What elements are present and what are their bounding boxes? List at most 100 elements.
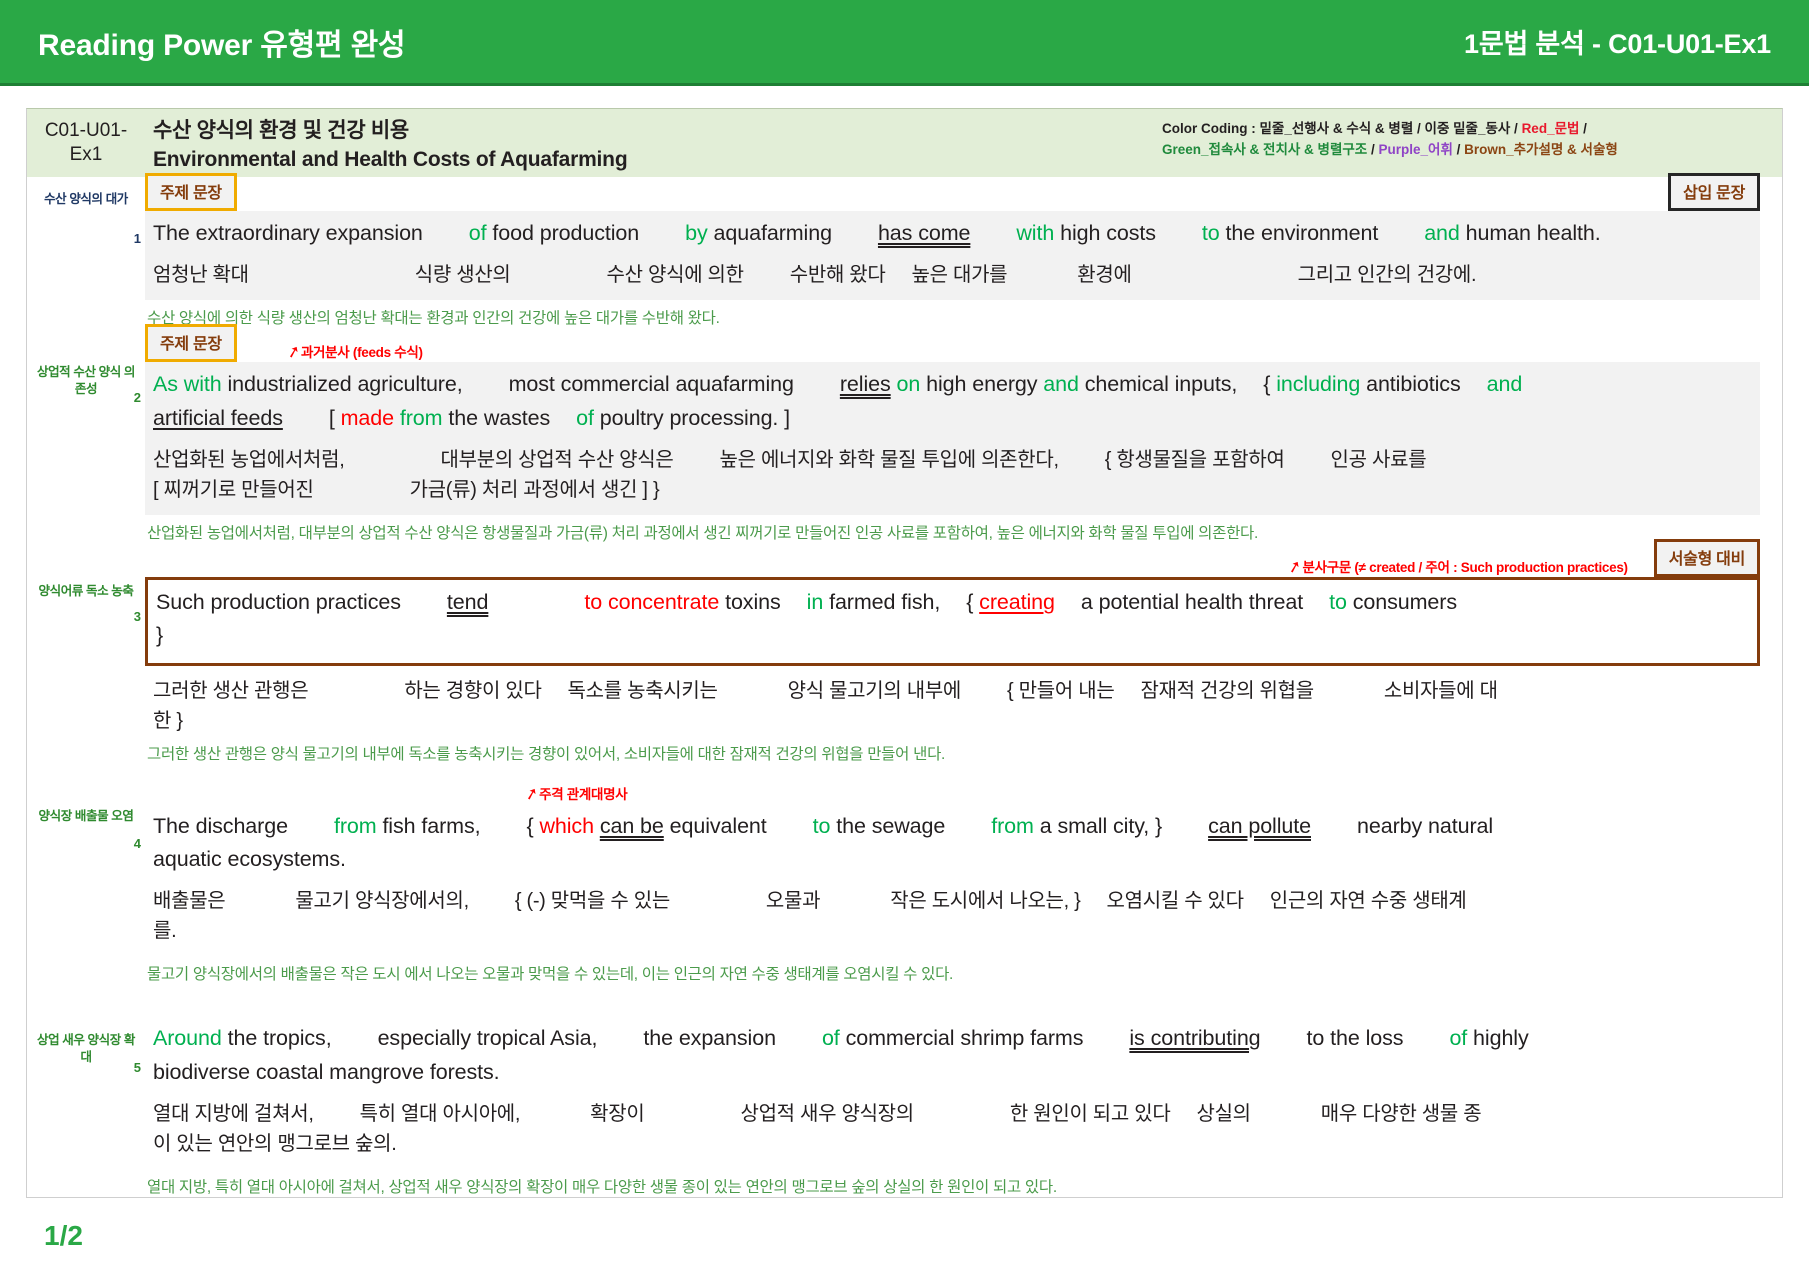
sidebar-item-label-2: 상업적 수산 양식 의존성	[36, 365, 136, 397]
s1-kor-7: 그리고 인간의 건강에.	[1297, 264, 1477, 287]
s2-conj-and-2: and	[1486, 372, 1523, 397]
sentence-number-2: 2	[133, 390, 141, 406]
sentence-2-tag-row: 주제 문장 ➚과거분사 (feeds 수식)	[145, 324, 1760, 363]
s4-kor-line2: 를.	[153, 920, 177, 943]
s3-kor-line1: 그러한 생산 관행은 하는 경향이 있다 독소를 농축시키는 양식 물고기의 내부에{…	[153, 679, 1498, 702]
sentence-4-content: ➚주격 관계대명사 The discharge from fish farms, {…	[145, 764, 1782, 985]
annotation-arrow-icon: ➚	[284, 342, 303, 363]
sentence-1-summary: 수산 양식에 의한 식량 생산의 엄청난 확대는 환경과 인간의 건강에 높은 …	[147, 310, 720, 328]
s5-kor-line2: 이 있는 연안의 맹그로브 숲의.	[153, 1132, 397, 1155]
sentence-number-3: 3	[133, 608, 141, 624]
s4-kor-line1: 배출물은 물고기 양식장에서의,{ (-) 맞먹을 수 있는 오물과 작은 도시에서 …	[153, 890, 1467, 913]
s1-prep-by: by	[685, 221, 708, 245]
legend-green: Green_접속사 & 전치사 & 병렬구조	[1162, 141, 1368, 157]
exercise-code-line1: C01-U01-	[44, 120, 128, 142]
sentence-3-sidebar: 양식어류 독소 농축 3	[27, 543, 145, 764]
sentence-row-2: 상업적 수산 양식 의존성 2 주제 문장 ➚과거분사 (feeds 수식) A…	[27, 324, 1782, 543]
s4-seg-7: aquatic ecosystems.	[153, 846, 346, 871]
s2-conj-as-with: As with	[153, 372, 222, 397]
sentence-number-5: 5	[133, 1060, 141, 1076]
sentence-number-1: 1	[133, 231, 141, 246]
sidebar-item-label-1: 수산 양식의 대가	[44, 192, 128, 206]
s1-kor-3: 수산 양식에 의한	[606, 264, 745, 287]
page-header: Reading Power 유형편 완성 1문법 분석 - C01-U01-Ex…	[0, 0, 1809, 86]
s4-seg-3: equivalent	[669, 813, 767, 838]
s3-seg-4: a potential health threat	[1080, 589, 1304, 614]
sentence-2-annotation: ➚과거분사 (feeds 수식)	[284, 341, 423, 363]
s3-seg-3: farmed fish,	[829, 589, 941, 614]
s3-seg-5: consumers	[1352, 589, 1457, 614]
sentence-5-content: Around the tropics, especially tropical A…	[145, 984, 1782, 1197]
s2-seg-5: antibiotics	[1366, 372, 1461, 397]
s1-seg-4: high costs	[1060, 221, 1156, 245]
passage-english-title: Environmental and Health Costs of Aquafa…	[153, 148, 628, 171]
s5-prep-around: Around	[153, 1026, 222, 1051]
s4-prep-to: to	[812, 813, 831, 838]
sentence-3-tag-row: ➚분사구문 (≠ created / 주어 : Such production …	[145, 538, 1760, 578]
exercise-code-line2: Ex1	[69, 144, 103, 165]
s1-seg-3: aquafarming	[713, 221, 833, 245]
insert-sentence-tag: 삽입 문장	[1668, 173, 1760, 211]
sentence-4-annotation-text: 주격 관계대명사	[539, 786, 628, 802]
s5-seg-2: especially tropical Asia,	[377, 1026, 598, 1051]
s1-kor-2: 식량 생산의	[414, 264, 511, 287]
s4-seg-6: nearby natural	[1357, 813, 1494, 838]
legend-sep-2: /	[1367, 141, 1379, 157]
s5-seg-3: the expansion	[643, 1026, 776, 1051]
sentence-row-5: 상업 새우 양식장 확대 5 Around the tropics, especi…	[27, 984, 1782, 1197]
s2-participle-made: made	[340, 405, 394, 430]
sentence-2-block: As with industrialized agriculture, most …	[145, 362, 1760, 515]
s2-seg-1: industrialized agriculture,	[227, 372, 463, 397]
s4-brace-open: {	[526, 813, 534, 838]
sentence-2-english: As with industrialized agriculture, most …	[153, 368, 1752, 435]
s3-prep-in: in	[806, 589, 824, 614]
sentence-3-content: ➚분사구문 (≠ created / 주어 : Such production …	[145, 538, 1782, 764]
title-bar: C01-U01- Ex1 수산 양식의 환경 및 건강 비용 Environme…	[27, 109, 1782, 177]
s1-seg-1: The extraordinary expansion	[153, 221, 423, 245]
s1-kor-4: 수반해 왔다	[789, 264, 886, 287]
s2-seg-2: most commercial aquafarming	[508, 372, 794, 397]
s2-prep-of: of	[576, 405, 594, 430]
s3-kor-line2: 한 }	[153, 709, 183, 732]
sentence-2-summary: 산업화된 농업에서처럼, 대부분의 상업적 수산 양식은 항생물질과 가금(류)…	[147, 524, 1259, 542]
s4-seg-1: The discharge	[153, 813, 288, 838]
legend-red: Red_문법	[1521, 121, 1580, 136]
s3-seg-2: toxins	[725, 589, 781, 614]
s3-verb-tend: tend	[446, 589, 489, 614]
s2-bracket-open: [	[328, 405, 335, 430]
s1-kor-1: 엄청난 확대	[153, 264, 249, 287]
sentence-row-1: 수산 양식의 대가 1 주제 문장 삽입 문장 The extraordinar…	[27, 173, 1782, 328]
sentence-3-block: Such production practices tend to concentr…	[145, 576, 1760, 666]
sentence-4-annotation: ➚주격 관계대명사	[523, 783, 628, 804]
sentence-1-content: 주제 문장 삽입 문장 The extraordinary expansion o…	[145, 173, 1782, 328]
sidebar-item-label-3: 양식어류 독소 농축	[38, 583, 134, 598]
sentence-5-block: Around the tropics, especially tropical A…	[145, 1016, 1760, 1169]
s2-verb-relies: relies	[839, 372, 891, 397]
sentence-3-korean: 그러한 생산 관행은 하는 경향이 있다 독소를 농축시키는 양식 물고기의 내부에{…	[145, 676, 1760, 736]
s2-prep-on: on	[896, 372, 921, 397]
s4-seg-4: the sewage	[836, 813, 946, 838]
worksheet-sheet: C01-U01- Ex1 수산 양식의 환경 및 건강 비용 Environme…	[0, 86, 1809, 1198]
s5-prep-of-2: of	[1449, 1026, 1468, 1051]
s4-verb-can-pollute: can pollute	[1208, 813, 1311, 838]
s1-seg-2: food production	[492, 221, 640, 245]
sentence-2-annotation-text: 과거분사 (feeds 수식)	[300, 345, 423, 361]
passage-korean-title: 수산 양식의 환경 및 건강 비용	[153, 119, 409, 142]
s5-seg-6: highly	[1473, 1026, 1529, 1051]
sentence-number-4: 4	[133, 835, 141, 851]
s2-kor-line1: 산업화된 농업에서처럼, 대부분의 상업적 수산 양식은 높은 에너지와 화학 물질…	[153, 448, 1427, 471]
page-number: 1/2	[44, 1220, 83, 1251]
sidebar-item-label-4: 양식장 배출물 오염	[38, 808, 134, 823]
s2-noun-artificial-feeds: artificial feeds	[153, 405, 283, 430]
legend-brown: Brown_추가설명 & 서술형	[1464, 141, 1618, 157]
s3-seg-1: Such production practices	[156, 589, 401, 614]
color-coding-legend: Color Coding : 밑줄_선행사 & 수식 & 병렬 / 이중 밑줄_…	[1162, 109, 1782, 177]
s1-prep-to: to	[1201, 221, 1220, 245]
s5-seg-4: commercial shrimp farms	[845, 1026, 1084, 1051]
sentence-4-english: The discharge from fish farms, { which can…	[153, 810, 1752, 877]
s5-prep-of: of	[821, 1026, 840, 1051]
s3-participle-creating: creating	[979, 589, 1055, 614]
s2-kor-line2: [ 찌꺼기로 만들어진 가금(류) 처리 과정에서 생긴 ] }	[153, 478, 660, 501]
sentence-3-annotation: ➚분사구문 (≠ created / 주어 : Such production …	[1287, 556, 1629, 578]
sentence-4-summary: 물고기 양식장에서의 배출물은 작은 도시 에서 나오는 오물과 맞먹을 수 있…	[147, 966, 954, 984]
